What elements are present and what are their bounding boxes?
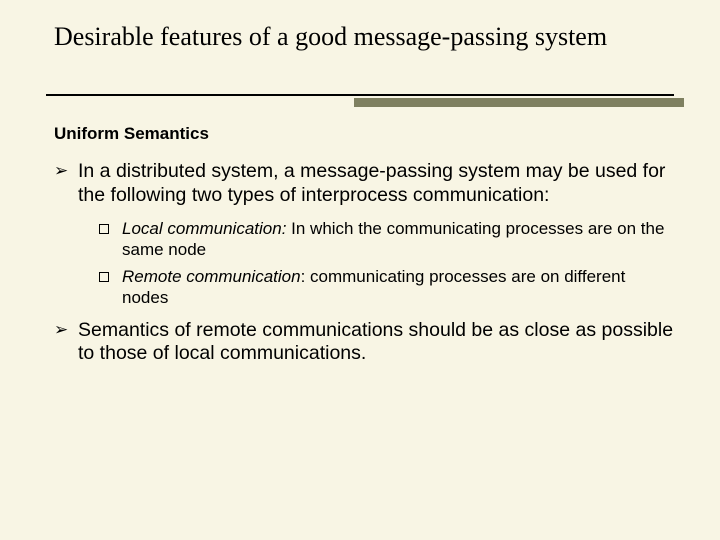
slide-title: Desirable features of a good message-pas… [54, 22, 674, 52]
bullet-list: In a distributed system, a message-passi… [54, 160, 674, 366]
bullet-1-text: In a distributed system, a message-passi… [78, 160, 665, 206]
bullet-2: Semantics of remote communications shoul… [54, 319, 674, 367]
sub-bullet-2: Remote communication: communicating proc… [78, 266, 674, 309]
title-divider [54, 92, 674, 104]
sub-bullet-2-label: Remote communication [122, 267, 301, 286]
section-heading: Uniform Semantics [54, 124, 674, 144]
divider-line [46, 94, 674, 96]
bullet-1: In a distributed system, a message-passi… [54, 160, 674, 309]
slide: Desirable features of a good message-pas… [0, 0, 720, 540]
sub-bullet-1-label: Local communication: [122, 219, 286, 238]
divider-shadow [354, 98, 684, 107]
bullet-2-text: Semantics of remote communications shoul… [78, 319, 673, 365]
bullet-1-sublist: Local communication: In which the commun… [78, 218, 674, 309]
sub-bullet-1: Local communication: In which the commun… [78, 218, 674, 261]
